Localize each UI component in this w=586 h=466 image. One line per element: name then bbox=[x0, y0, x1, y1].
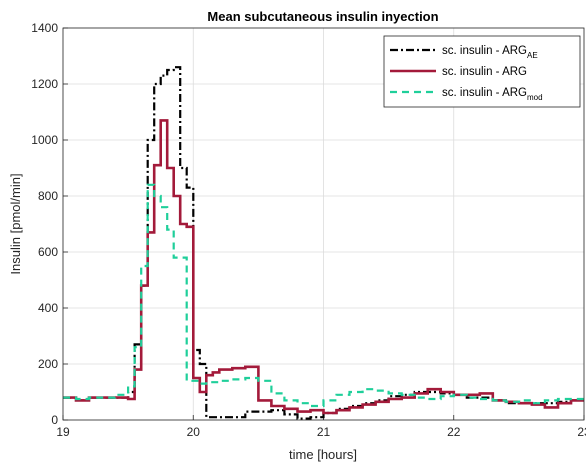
legend-label: sc. insulin - ARGmod bbox=[442, 87, 543, 102]
x-tick-label: 22 bbox=[447, 425, 461, 439]
chart-title: Mean subcutaneous insulin inyection bbox=[207, 9, 438, 24]
y-tick-label: 1000 bbox=[31, 133, 58, 147]
y-tick-label: 800 bbox=[38, 189, 58, 203]
legend-label: sc. insulin - ARGAE bbox=[442, 45, 538, 60]
y-tick-label: 1200 bbox=[31, 77, 58, 91]
y-tick-label: 0 bbox=[51, 413, 58, 427]
x-tick-label: 19 bbox=[56, 425, 70, 439]
series-line bbox=[63, 66, 584, 420]
y-tick-label: 200 bbox=[38, 357, 58, 371]
y-axis-label: Insulin [pmol/min] bbox=[8, 173, 23, 274]
y-tick-label: 600 bbox=[38, 245, 58, 259]
series-lines bbox=[63, 66, 584, 420]
x-tick-label: 23 bbox=[577, 425, 586, 439]
x-axis-ticks: 19 20 21 22 23 bbox=[56, 415, 586, 439]
plot-frame bbox=[62, 27, 585, 421]
legend-label: sc. insulin - ARG bbox=[442, 66, 527, 78]
x-axis-label: time [hours] bbox=[289, 447, 357, 462]
y-tick-label: 1400 bbox=[31, 21, 58, 35]
series-line bbox=[63, 119, 584, 415]
x-tick-label: 20 bbox=[187, 425, 201, 439]
y-axis-ticks: 0 200 400 600 800 1000 1200 1400 bbox=[31, 21, 68, 427]
y-tick-label: 400 bbox=[38, 301, 58, 315]
legend: sc. insulin - ARGAE sc. insulin - ARG sc. … bbox=[383, 35, 581, 108]
x-tick-label: 21 bbox=[317, 425, 331, 439]
